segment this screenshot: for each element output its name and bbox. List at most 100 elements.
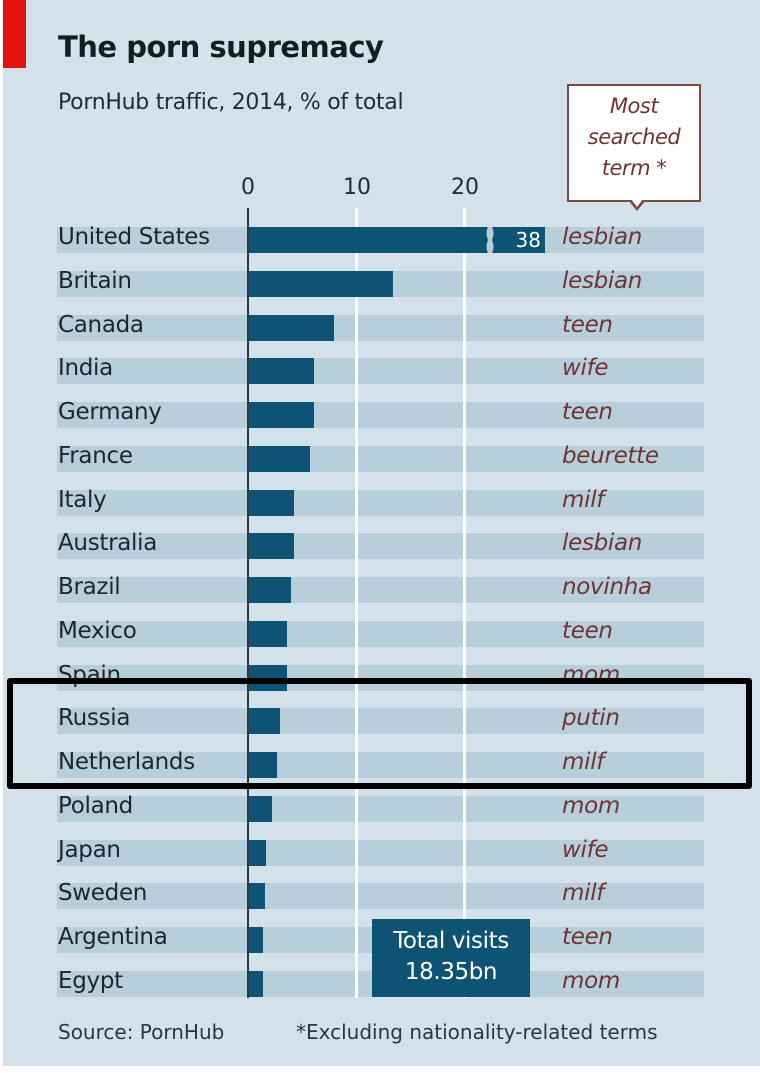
- row-band: [57, 621, 704, 647]
- country-label: Germany: [58, 399, 162, 425]
- country-label: United States: [58, 224, 210, 250]
- bar: [248, 752, 277, 778]
- most-searched-term-callout: Most searched term *: [567, 84, 701, 202]
- country-label: Argentina: [58, 924, 168, 950]
- country-label: Britain: [58, 268, 132, 294]
- us-value-label: 38: [495, 227, 545, 253]
- table-row: Mexico teen: [57, 618, 704, 647]
- table-row: Sweden milf: [57, 880, 704, 909]
- gridline-10: [355, 208, 358, 998]
- country-label: Poland: [58, 793, 133, 819]
- table-row: Canada teen: [57, 312, 704, 341]
- row-band: [57, 577, 704, 603]
- most-searched-term: lesbian: [562, 268, 643, 294]
- country-label: India: [58, 355, 113, 381]
- most-searched-term: milf: [562, 880, 605, 906]
- bar: [248, 971, 263, 997]
- table-row: Poland mom: [57, 793, 704, 822]
- most-searched-term: teen: [562, 924, 613, 950]
- source-note: Source: PornHub: [58, 1020, 225, 1044]
- row-band: [57, 490, 704, 516]
- bar: [248, 927, 263, 953]
- most-searched-term: putin: [562, 705, 620, 731]
- gridline-20: [463, 208, 466, 998]
- bar: [248, 621, 287, 647]
- most-searched-term: lesbian: [562, 224, 643, 250]
- country-label: Netherlands: [58, 749, 195, 775]
- table-row: Britain lesbian: [57, 268, 704, 297]
- row-band: [57, 883, 704, 909]
- table-row: Italy milf: [57, 487, 704, 516]
- x-tick-10: 10: [343, 175, 371, 200]
- bar: [248, 533, 294, 559]
- table-row: France beurette: [57, 443, 704, 472]
- country-label: Canada: [58, 312, 144, 338]
- row-band: [57, 752, 704, 778]
- most-searched-term: teen: [562, 312, 613, 338]
- most-searched-term: milf: [562, 749, 605, 775]
- most-searched-term: novinha: [562, 574, 652, 600]
- most-searched-term: teen: [562, 399, 613, 425]
- most-searched-term: wife: [562, 837, 609, 863]
- most-searched-term: wife: [562, 355, 609, 381]
- highlight-box-russia-netherlands: [7, 678, 752, 789]
- callout-line-3: term *: [601, 156, 667, 180]
- callout-pointer-fill: [631, 199, 643, 207]
- row-band: [57, 446, 704, 472]
- row-band: [57, 533, 704, 559]
- country-label: Japan: [58, 837, 121, 863]
- total-visits-box: Total visits 18.35bn: [372, 919, 530, 997]
- footnote: *Excluding nationality-related terms: [296, 1020, 658, 1044]
- most-searched-term: beurette: [562, 443, 659, 469]
- table-row: Netherlands milf: [57, 749, 704, 778]
- country-label: Sweden: [58, 880, 148, 906]
- row-band: [57, 708, 704, 734]
- total-visits-value: 18.35bn: [404, 959, 498, 985]
- zero-axis-line: [247, 208, 249, 998]
- table-row: Germany teen: [57, 399, 704, 428]
- bar: [248, 402, 314, 428]
- bar: [248, 271, 393, 297]
- most-searched-term: milf: [562, 487, 605, 513]
- x-tick-0: 0: [241, 175, 255, 200]
- bar: [248, 883, 265, 909]
- chart-title: The porn supremacy: [58, 30, 384, 64]
- bar: [248, 358, 314, 384]
- table-row: United States 38 lesbian: [57, 224, 704, 253]
- row-band: [57, 796, 704, 822]
- most-searched-term: mom: [562, 968, 620, 994]
- bar: [248, 227, 485, 253]
- bar: [248, 708, 280, 734]
- country-label: Russia: [58, 705, 131, 731]
- most-searched-term: lesbian: [562, 530, 643, 556]
- table-row: India wife: [57, 355, 704, 384]
- country-label: Italy: [58, 487, 107, 513]
- bar: [248, 315, 334, 341]
- table-row: Brazil novinha: [57, 574, 704, 603]
- bar: [248, 840, 266, 866]
- bar: [248, 577, 291, 603]
- bar: [248, 796, 272, 822]
- table-row: Australia lesbian: [57, 530, 704, 559]
- country-label: Australia: [58, 530, 158, 556]
- bar: [248, 490, 294, 516]
- red-tag-decoration: [3, 0, 26, 68]
- country-label: Egypt: [58, 968, 123, 994]
- row-band: [57, 840, 704, 866]
- row-band: [57, 315, 704, 341]
- total-visits-label: Total visits: [393, 928, 509, 954]
- country-label: France: [58, 443, 133, 469]
- table-row: Japan wife: [57, 837, 704, 866]
- chart-subtitle: PornHub traffic, 2014, % of total: [58, 90, 404, 115]
- row-band: [57, 402, 704, 428]
- country-label: Mexico: [58, 618, 137, 644]
- bar: [248, 446, 310, 472]
- axis-break-icon: [485, 227, 495, 253]
- country-label: Brazil: [58, 574, 121, 600]
- callout-line-2: searched: [587, 125, 681, 149]
- table-row: Russia putin: [57, 705, 704, 734]
- most-searched-term: teen: [562, 618, 613, 644]
- x-tick-20: 20: [451, 175, 479, 200]
- most-searched-term: mom: [562, 793, 620, 819]
- callout-line-1: Most: [609, 94, 659, 118]
